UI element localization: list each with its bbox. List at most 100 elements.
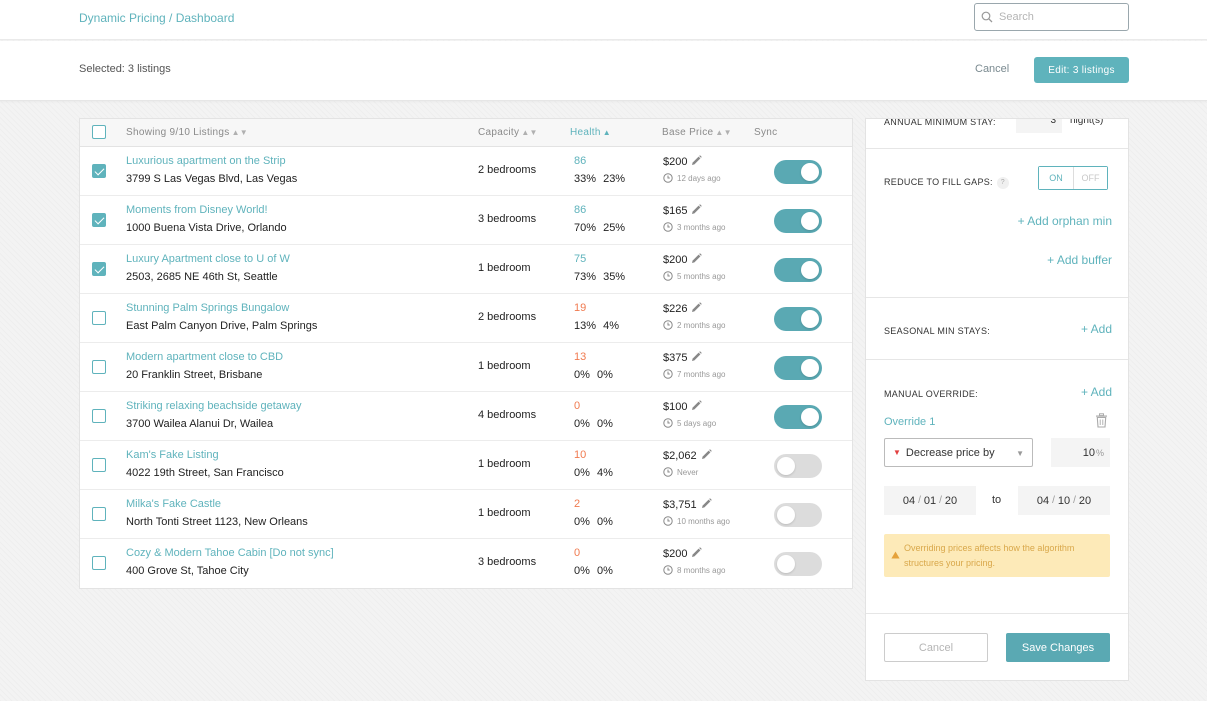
- help-icon[interactable]: ?: [996, 177, 1009, 189]
- row-checkbox[interactable]: [92, 213, 106, 227]
- fill-gaps-label: REDUCE TO FILL GAPS:?: [884, 177, 1009, 189]
- row-checkbox[interactable]: [92, 164, 106, 178]
- last-updated-text: 8 months ago: [677, 565, 726, 575]
- edit-listings-button[interactable]: Edit: 3 listings: [1034, 57, 1129, 83]
- override-value-input[interactable]: 10%: [1051, 438, 1110, 467]
- add-orphan-min-button[interactable]: + Add orphan min: [1017, 214, 1112, 228]
- sort-icon: ▲▼: [231, 128, 249, 137]
- row-checkbox[interactable]: [92, 262, 106, 276]
- row-checkbox[interactable]: [92, 556, 106, 570]
- search-icon: [981, 11, 993, 23]
- cancel-selection-button[interactable]: Cancel: [975, 63, 1010, 75]
- health-score: 0: [574, 547, 581, 559]
- base-price: $375: [663, 351, 703, 364]
- listing-capacity: 2 bedrooms: [478, 164, 537, 176]
- health-score: 13: [574, 351, 587, 363]
- column-base-price[interactable]: Base Price ▲▼: [662, 127, 732, 138]
- add-buffer-button[interactable]: + Add buffer: [1047, 253, 1112, 267]
- last-updated: 10 months ago: [663, 516, 730, 526]
- start-day: 01: [923, 494, 937, 507]
- override-name[interactable]: Override 1: [884, 416, 936, 428]
- table-row: Modern apartment close to CBD 20 Frankli…: [80, 343, 852, 392]
- on-button[interactable]: ON: [1039, 167, 1073, 189]
- row-checkbox[interactable]: [92, 311, 106, 325]
- listing-name-link[interactable]: Modern apartment close to CBD: [126, 351, 284, 363]
- pencil-icon[interactable]: [691, 547, 703, 558]
- base-price-value: $100: [663, 401, 688, 413]
- column-listings-label: Showing 9/10 Listings: [126, 127, 230, 138]
- toggle-knob: [777, 457, 795, 475]
- base-price: $226: [663, 302, 703, 315]
- listing-name-link[interactable]: Striking relaxing beachside getaway: [126, 400, 302, 412]
- listing-name-link[interactable]: Stunning Palm Springs Bungalow: [126, 302, 290, 314]
- column-listings[interactable]: Showing 9/10 Listings ▲▼: [126, 127, 248, 138]
- row-checkbox[interactable]: [92, 507, 106, 521]
- sync-toggle[interactable]: [774, 307, 822, 331]
- selection-bar: Selected: 3 listings Cancel Edit: 3 list…: [0, 41, 1207, 101]
- trash-icon[interactable]: [1095, 413, 1108, 428]
- last-updated: 7 months ago: [663, 369, 725, 379]
- search-input[interactable]: [999, 11, 1119, 23]
- toggle-knob: [801, 408, 819, 426]
- add-seasonal-button[interactable]: + Add: [1080, 322, 1112, 336]
- sync-toggle[interactable]: [774, 503, 822, 527]
- sort-icon: ▲▼: [715, 128, 732, 137]
- clock-icon: [663, 467, 673, 477]
- start-date-input[interactable]: 04/01/20: [884, 486, 976, 515]
- listing-address: 3700 Wailea Alanui Dr, Wailea: [126, 418, 274, 430]
- seasonal-min-stays-label: SEASONAL MIN STAYS:: [884, 326, 991, 336]
- listing-name-link[interactable]: Luxury Apartment close to U of W: [126, 253, 290, 265]
- listing-name-link[interactable]: Kam's Fake Listing: [126, 449, 219, 461]
- table-row: Striking relaxing beachside getaway 3700…: [80, 392, 852, 441]
- listing-address: 400 Grove St, Tahoe City: [126, 565, 249, 577]
- sync-toggle[interactable]: [774, 160, 822, 184]
- sync-toggle[interactable]: [774, 209, 822, 233]
- save-changes-button[interactable]: Save Changes: [1006, 633, 1110, 662]
- last-updated: Never: [663, 467, 698, 477]
- last-updated-text: 3 months ago: [677, 222, 726, 232]
- occupancy-values: 73% 35%: [574, 271, 626, 283]
- pencil-icon[interactable]: [691, 204, 703, 215]
- sort-up-icon: ▲: [602, 128, 611, 137]
- sync-toggle[interactable]: [774, 552, 822, 576]
- column-health[interactable]: Health ▲: [570, 127, 611, 138]
- column-capacity[interactable]: Capacity ▲▼: [478, 127, 538, 138]
- row-checkbox[interactable]: [92, 360, 106, 374]
- listing-capacity: 1 bedroom: [478, 458, 531, 470]
- base-price: $100: [663, 400, 703, 413]
- listing-name-link[interactable]: Luxurious apartment on the Strip: [126, 155, 286, 167]
- breadcrumb[interactable]: Dynamic Pricing / Dashboard: [79, 11, 235, 25]
- row-checkbox[interactable]: [92, 458, 106, 472]
- sync-toggle[interactable]: [774, 454, 822, 478]
- table-body: Luxurious apartment on the Strip 3799 S …: [80, 147, 852, 588]
- annual-min-stay-input[interactable]: 3: [1016, 119, 1062, 133]
- search-box[interactable]: [974, 3, 1129, 31]
- base-price-value: $200: [663, 548, 688, 560]
- base-price: $3,751: [663, 498, 712, 511]
- off-button[interactable]: OFF: [1073, 167, 1107, 189]
- toggle-knob: [777, 555, 795, 573]
- end-date-input[interactable]: 04/10/20: [1018, 486, 1110, 515]
- listing-name-link[interactable]: Cozy & Modern Tahoe Cabin [Do not sync]: [126, 547, 334, 559]
- column-base-price-label: Base Price: [662, 127, 714, 138]
- sync-toggle[interactable]: [774, 356, 822, 380]
- pencil-icon[interactable]: [691, 155, 703, 166]
- pencil-icon[interactable]: [691, 302, 703, 313]
- listing-name-link[interactable]: Milka's Fake Castle: [126, 498, 222, 510]
- cancel-button[interactable]: Cancel: [884, 633, 988, 662]
- table-header: Showing 9/10 Listings ▲▼ Capacity ▲▼ Healt…: [80, 119, 852, 147]
- listing-name-link[interactable]: Moments from Disney World!: [126, 204, 268, 216]
- sync-toggle[interactable]: [774, 405, 822, 429]
- health-score: 19: [574, 302, 587, 314]
- add-override-button[interactable]: + Add: [1080, 385, 1112, 399]
- pencil-icon[interactable]: [691, 351, 703, 362]
- pencil-icon[interactable]: [691, 400, 703, 411]
- select-all-checkbox[interactable]: [92, 125, 106, 139]
- pencil-icon[interactable]: [701, 498, 712, 509]
- row-checkbox[interactable]: [92, 409, 106, 423]
- override-type-select[interactable]: ▼ Decrease price by ▼: [884, 438, 1033, 467]
- sync-toggle[interactable]: [774, 258, 822, 282]
- pencil-icon[interactable]: [701, 449, 712, 460]
- pencil-icon[interactable]: [691, 253, 703, 264]
- listing-address: 20 Franklin Street, Brisbane: [126, 369, 263, 381]
